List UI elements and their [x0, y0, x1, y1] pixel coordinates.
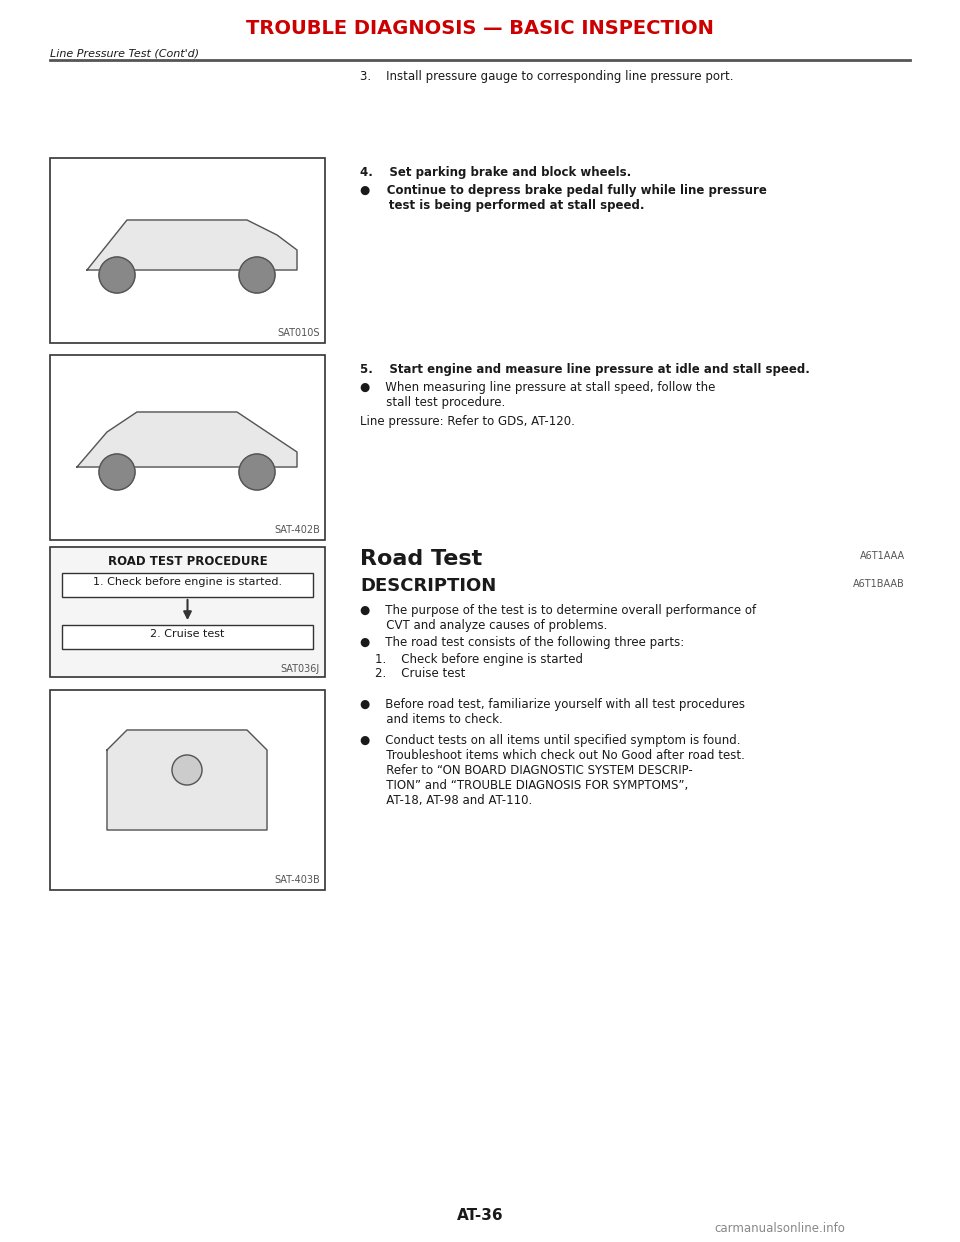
Text: ●    The road test consists of the following three parts:: ● The road test consists of the followin… — [360, 636, 684, 650]
Text: 2.    Cruise test: 2. Cruise test — [375, 667, 466, 681]
Circle shape — [99, 257, 135, 293]
Text: 2. Cruise test: 2. Cruise test — [151, 628, 225, 638]
Text: Road Test: Road Test — [360, 549, 482, 569]
Circle shape — [172, 755, 202, 785]
Bar — [50, 158, 325, 343]
Text: 1.    Check before engine is started: 1. Check before engine is started — [375, 653, 583, 666]
Bar — [50, 355, 325, 540]
Text: SAT-403B: SAT-403B — [275, 876, 320, 886]
Text: 5.    Start engine and measure line pressure at idle and stall speed.: 5. Start engine and measure line pressur… — [360, 363, 810, 376]
Text: AT-36: AT-36 — [457, 1207, 503, 1222]
Bar — [62, 625, 313, 650]
Text: ●    Conduct tests on all items until specified symptom is found.
       Trouble: ● Conduct tests on all items until speci… — [360, 734, 745, 807]
Text: ROAD TEST PROCEDURE: ROAD TEST PROCEDURE — [108, 555, 267, 568]
Text: DESCRIPTION: DESCRIPTION — [360, 578, 496, 595]
Polygon shape — [107, 730, 267, 830]
Text: SAT010S: SAT010S — [277, 328, 320, 338]
Text: ●    When measuring line pressure at stall speed, follow the
       stall test p: ● When measuring line pressure at stall … — [360, 381, 715, 409]
Bar — [50, 546, 325, 677]
Text: A6T1AAA: A6T1AAA — [860, 551, 905, 561]
Text: A6T1BAAB: A6T1BAAB — [853, 579, 905, 589]
Bar — [62, 573, 313, 597]
Polygon shape — [77, 412, 297, 467]
Text: SAT-402B: SAT-402B — [275, 525, 320, 535]
Text: 1. Check before engine is started.: 1. Check before engine is started. — [93, 578, 282, 587]
Circle shape — [239, 455, 275, 491]
Polygon shape — [87, 220, 297, 270]
Text: 3.    Install pressure gauge to corresponding line pressure port.: 3. Install pressure gauge to correspondi… — [360, 70, 733, 83]
Text: SAT036J: SAT036J — [280, 664, 320, 674]
Text: Line pressure: Refer to GDS, AT-120.: Line pressure: Refer to GDS, AT-120. — [360, 415, 575, 428]
Text: ●    Continue to depress brake pedal fully while line pressure
       test is be: ● Continue to depress brake pedal fully … — [360, 184, 767, 212]
Text: ●    The purpose of the test is to determine overall performance of
       CVT a: ● The purpose of the test is to determin… — [360, 604, 756, 632]
Text: ●    Before road test, familiarize yourself with all test procedures
       and : ● Before road test, familiarize yourself… — [360, 698, 745, 727]
Bar — [50, 691, 325, 891]
Text: Line Pressure Test (Cont'd): Line Pressure Test (Cont'd) — [50, 48, 199, 58]
Text: 4.    Set parking brake and block wheels.: 4. Set parking brake and block wheels. — [360, 166, 632, 179]
Text: carmanualsonline.info: carmanualsonline.info — [714, 1221, 846, 1235]
Circle shape — [99, 455, 135, 491]
Text: TROUBLE DIAGNOSIS — BASIC INSPECTION: TROUBLE DIAGNOSIS — BASIC INSPECTION — [246, 19, 714, 37]
Circle shape — [239, 257, 275, 293]
